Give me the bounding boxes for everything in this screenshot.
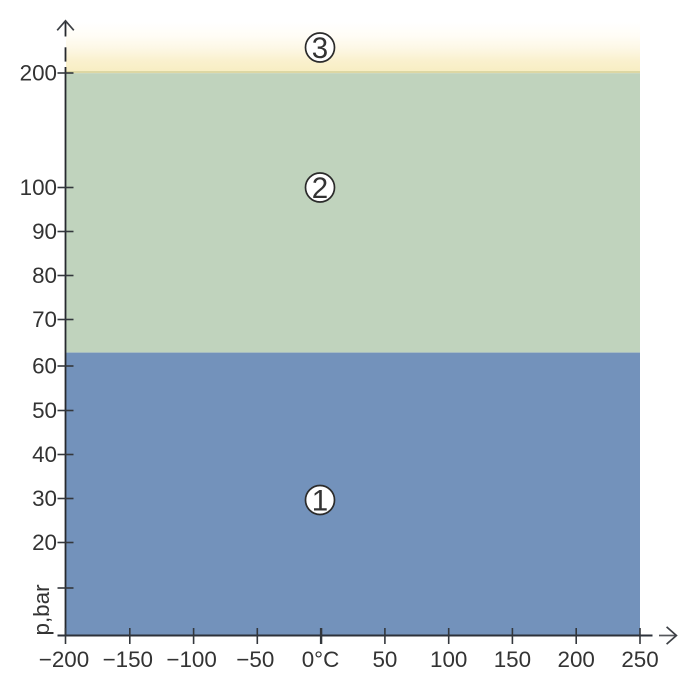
svg-text:1: 1 — [312, 485, 328, 518]
svg-text:50: 50 — [372, 647, 397, 672]
svg-text:90: 90 — [32, 219, 57, 244]
svg-text:−100: −100 — [166, 647, 216, 672]
svg-text:100: 100 — [430, 647, 467, 672]
svg-text:150: 150 — [494, 647, 531, 672]
svg-text:30: 30 — [32, 486, 57, 511]
svg-text:−150: −150 — [103, 647, 153, 672]
svg-text:200: 200 — [558, 647, 595, 672]
svg-text:−50: −50 — [236, 647, 274, 672]
svg-text:250: 250 — [621, 647, 658, 672]
svg-text:70: 70 — [32, 307, 57, 332]
svg-text:−200: −200 — [39, 647, 89, 672]
svg-text:80: 80 — [32, 263, 57, 288]
svg-text:p,bar: p,bar — [29, 584, 54, 636]
svg-text:100: 100 — [20, 175, 57, 200]
svg-text:2: 2 — [312, 172, 328, 205]
svg-text:50: 50 — [32, 398, 57, 423]
svg-text:200: 200 — [20, 61, 57, 86]
svg-text:0°C: 0°C — [302, 647, 340, 672]
svg-text:40: 40 — [32, 442, 57, 467]
svg-text:3: 3 — [312, 32, 328, 65]
svg-text:20: 20 — [32, 530, 57, 555]
svg-text:60: 60 — [32, 354, 57, 379]
